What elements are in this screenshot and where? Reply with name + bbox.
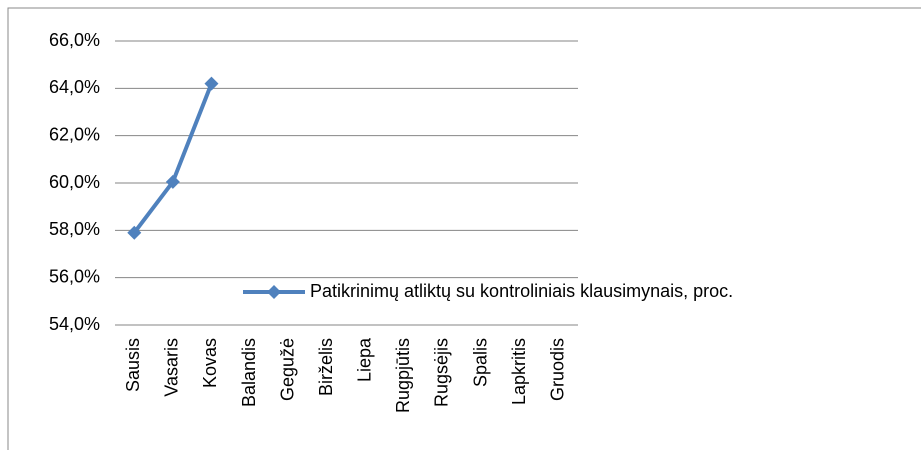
y-tick-label: 54,0%	[49, 314, 100, 334]
y-tick-label: 58,0%	[49, 219, 100, 239]
point-marker	[204, 76, 219, 91]
x-tick-label: Lapkritis	[509, 338, 529, 405]
point-marker	[165, 174, 180, 189]
x-tick-label: Kovas	[200, 338, 220, 388]
x-tick-label: Birželis	[316, 338, 336, 396]
frame	[7, 7, 921, 450]
x-tick-label: Gegužė	[277, 338, 297, 401]
x-tick-label: Spalis	[470, 338, 490, 387]
y-tick-label: 60,0%	[49, 172, 100, 192]
series-line	[132, 82, 214, 234]
x-tick-label: Vasaris	[162, 338, 182, 397]
y-tick-label: 64,0%	[49, 77, 100, 97]
x-tick-label: Rugsėjis	[432, 338, 452, 407]
y-tick-label: 62,0%	[49, 124, 100, 144]
x-tick-label: Gruodis	[547, 338, 567, 401]
y-tick-label: 66,0%	[49, 30, 100, 50]
point-marker	[127, 225, 142, 240]
legend-marker	[267, 285, 281, 299]
legend-label: Patikrinimų atliktų su kontroliniais kla…	[310, 281, 733, 301]
x-tick-label: Balandis	[239, 338, 259, 407]
x-tick-label: Sausis	[123, 338, 143, 392]
x-tick-label: Liepa	[355, 337, 375, 382]
x-tick-label: Rugpjūtis	[393, 338, 413, 413]
y-tick-label: 56,0%	[49, 266, 100, 286]
